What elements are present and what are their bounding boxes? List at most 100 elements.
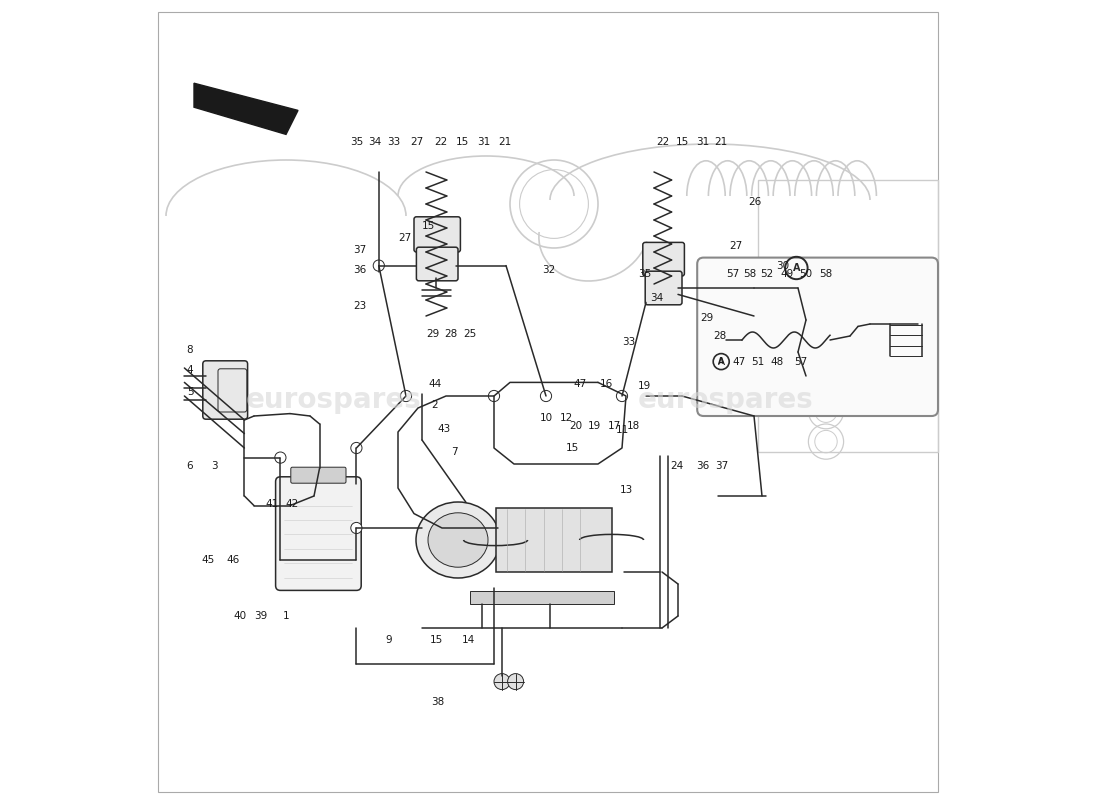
Circle shape — [540, 390, 551, 402]
Text: 8: 8 — [187, 346, 194, 355]
Text: 3: 3 — [211, 461, 218, 470]
Circle shape — [351, 522, 362, 534]
FancyBboxPatch shape — [417, 247, 458, 281]
FancyBboxPatch shape — [218, 369, 246, 412]
Ellipse shape — [428, 513, 488, 567]
Text: 10: 10 — [540, 413, 553, 422]
Text: 36: 36 — [353, 266, 366, 275]
Circle shape — [351, 442, 362, 454]
Text: 39: 39 — [254, 611, 267, 621]
FancyBboxPatch shape — [646, 271, 682, 305]
Text: 29: 29 — [426, 330, 439, 339]
Text: 57: 57 — [794, 357, 807, 366]
Text: A: A — [717, 357, 725, 366]
Text: 33: 33 — [387, 138, 400, 147]
Text: 28: 28 — [713, 331, 726, 341]
Text: 58: 58 — [744, 269, 757, 278]
FancyBboxPatch shape — [290, 467, 346, 483]
Text: 4: 4 — [187, 366, 194, 375]
Circle shape — [616, 390, 628, 402]
Bar — [470, 591, 614, 604]
Text: 27: 27 — [410, 138, 424, 147]
Text: eurospares: eurospares — [638, 386, 814, 414]
Text: 15: 15 — [455, 138, 469, 147]
Circle shape — [275, 452, 286, 463]
Text: 26: 26 — [748, 197, 761, 206]
Circle shape — [488, 390, 499, 402]
Text: 36: 36 — [696, 461, 710, 470]
Text: 15: 15 — [421, 221, 434, 230]
Text: 46: 46 — [227, 555, 240, 565]
Text: 37: 37 — [715, 461, 728, 470]
Polygon shape — [194, 83, 298, 134]
Text: 32: 32 — [542, 266, 556, 275]
Text: 34: 34 — [650, 293, 663, 302]
Text: 49: 49 — [780, 269, 793, 278]
Text: 17: 17 — [607, 421, 620, 430]
Text: 42: 42 — [286, 499, 299, 509]
Text: eurospares: eurospares — [246, 386, 422, 414]
Text: 27: 27 — [729, 242, 743, 251]
Text: 44: 44 — [428, 379, 441, 389]
Text: 34: 34 — [368, 138, 382, 147]
Text: 40: 40 — [234, 611, 248, 621]
Text: 13: 13 — [620, 485, 634, 494]
Ellipse shape — [416, 502, 500, 578]
Text: 5: 5 — [187, 387, 194, 397]
Text: 48: 48 — [771, 357, 784, 366]
Text: 19: 19 — [638, 381, 651, 390]
Circle shape — [400, 390, 411, 402]
Text: A: A — [718, 357, 724, 366]
Text: 37: 37 — [353, 245, 366, 254]
FancyBboxPatch shape — [414, 217, 461, 252]
Text: 28: 28 — [444, 330, 458, 339]
Text: 58: 58 — [820, 269, 833, 278]
Text: 2: 2 — [431, 400, 438, 410]
Text: 50: 50 — [800, 269, 813, 278]
Text: 20: 20 — [569, 421, 582, 430]
Text: 21: 21 — [498, 138, 512, 147]
Text: 19: 19 — [588, 421, 602, 430]
Circle shape — [507, 674, 524, 690]
Text: 1: 1 — [283, 611, 289, 621]
Text: 29: 29 — [701, 314, 714, 323]
FancyBboxPatch shape — [642, 242, 684, 276]
FancyBboxPatch shape — [697, 258, 938, 416]
FancyBboxPatch shape — [202, 361, 248, 419]
Text: A: A — [793, 263, 800, 273]
Text: 16: 16 — [601, 379, 614, 389]
Text: 23: 23 — [353, 301, 366, 310]
Text: 15: 15 — [430, 635, 443, 645]
Text: 47: 47 — [733, 357, 746, 366]
Text: 38: 38 — [431, 698, 444, 707]
Text: 25: 25 — [463, 330, 476, 339]
Text: 31: 31 — [477, 138, 491, 147]
FancyBboxPatch shape — [276, 477, 361, 590]
Text: 35: 35 — [350, 138, 363, 147]
Text: 12: 12 — [560, 413, 573, 422]
Circle shape — [373, 260, 384, 271]
Text: 22: 22 — [657, 138, 670, 147]
Text: 15: 15 — [565, 443, 579, 453]
Text: 45: 45 — [201, 555, 214, 565]
Text: 7: 7 — [451, 447, 458, 457]
Bar — [496, 508, 612, 572]
Text: 6: 6 — [187, 461, 194, 470]
Text: 30: 30 — [777, 261, 790, 270]
Text: 9: 9 — [385, 635, 392, 645]
Text: 18: 18 — [627, 421, 640, 430]
Bar — [758, 180, 938, 452]
Text: 47: 47 — [574, 379, 587, 389]
Text: 43: 43 — [438, 424, 451, 434]
Text: 35: 35 — [638, 269, 651, 278]
Text: 41: 41 — [266, 499, 279, 509]
Text: 51: 51 — [751, 357, 764, 366]
Text: 14: 14 — [462, 635, 475, 645]
Text: 15: 15 — [676, 138, 690, 147]
Text: 57: 57 — [726, 269, 739, 278]
Text: 31: 31 — [696, 138, 710, 147]
Circle shape — [494, 674, 510, 690]
Text: 21: 21 — [715, 138, 728, 147]
Text: 52: 52 — [760, 269, 773, 278]
Text: 22: 22 — [433, 138, 447, 147]
